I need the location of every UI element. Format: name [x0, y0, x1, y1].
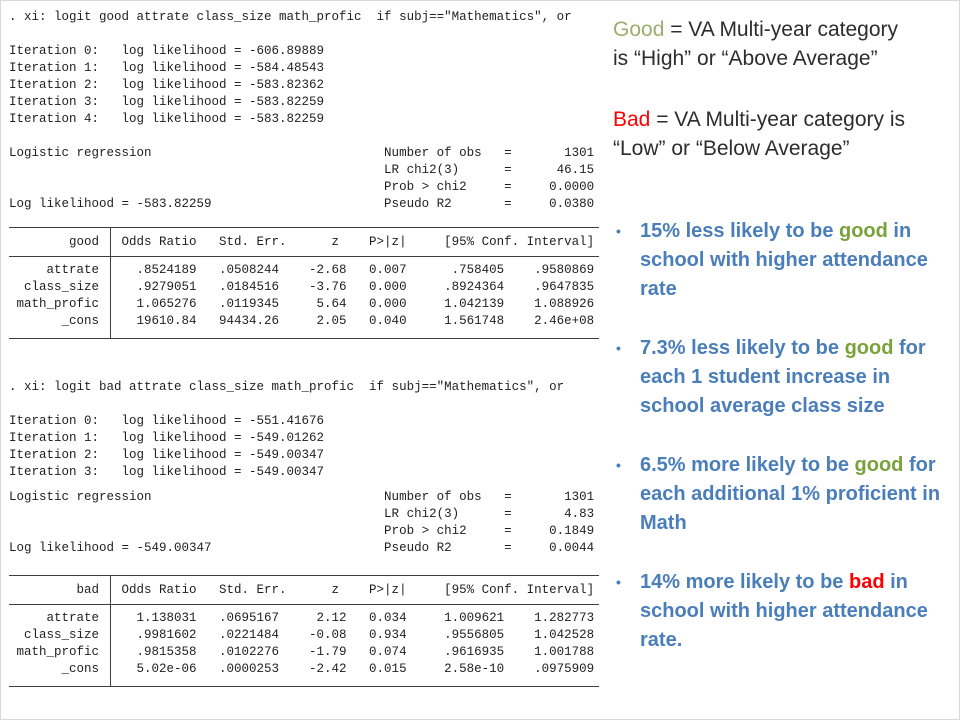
text-segment: = VA Multi-year category is — [650, 108, 905, 131]
bullet-text: 7.3% less likely to be good for each 1 s… — [640, 334, 948, 421]
bullet-list: • 15% less likely to be good in school w… — [613, 217, 951, 655]
text-segment: 14% more likely to be — [640, 571, 849, 593]
stata-line: attrate 1.138031 .0695167 2.12 0.034 1.0… — [9, 611, 595, 625]
bullet-icon: • — [616, 574, 621, 590]
table-rows-good: attrate .8524189 .0508244 -2.68 0.007 .7… — [9, 262, 599, 330]
bullet-text: 14% more likely to be bad in school with… — [640, 568, 948, 655]
stata-line: math_profic .9815358 .0102276 -1.79 0.07… — [9, 645, 595, 659]
legend-bad: Bad = VA Multi-year category is “Low” or… — [613, 105, 951, 163]
text-segment: good — [839, 220, 888, 242]
bullet-icon: • — [616, 457, 621, 473]
legend-good-line2: is “High” or “Above Average” — [613, 47, 878, 70]
stata-line: LR chi2(3) = 46.15 — [9, 163, 595, 177]
text-segment: bad — [848, 571, 885, 593]
text-segment: good — [854, 454, 904, 476]
stata-line: Iteration 4: log likelihood = -583.82259 — [9, 112, 325, 126]
bullet-item-attendance-good: • 15% less likely to be good in school w… — [613, 217, 951, 304]
legend-bad-line2: “Low” or “Below Average” — [613, 137, 850, 160]
stata-line: _cons 5.02e-06 .0000253 -2.42 0.015 2.58… — [9, 662, 595, 676]
text-segment: for each 1 student increase in school av… — [640, 337, 926, 417]
stata-line: attrate .8524189 .0508244 -2.68 0.007 .7… — [9, 263, 595, 277]
bullet-icon: • — [616, 340, 621, 356]
table-header-good: good Odds Ratio Std. Err. z P>|z| [95% C… — [9, 235, 595, 249]
stata-line: Logistic regression Number of obs = 1301 — [9, 490, 595, 504]
stata-output-panel: . xi: logit good attrate class_size math… — [9, 9, 601, 687]
stata-line: Prob > chi2 = 0.0000 — [9, 180, 595, 194]
text-segment: Bad — [613, 108, 651, 131]
stata-good-model-section: . xi: logit good attrate class_size math… — [9, 9, 601, 339]
stata-line: Iteration 3: log likelihood = -549.00347 — [9, 465, 325, 479]
bullet-icon: • — [616, 223, 621, 239]
bullet-item-attendance-bad: • 14% more likely to be bad in school wi… — [613, 568, 951, 655]
text-segment: 15% less likely to be — [640, 220, 839, 242]
stata-line: Iteration 0: log likelihood = -606.89889 — [9, 44, 325, 58]
bullet-item-math-good: • 6.5% more likely to be good for each a… — [613, 451, 951, 538]
stata-line: Iteration 2: log likelihood = -549.00347 — [9, 448, 325, 462]
stata-table-bad: bad Odds Ratio Std. Err. z P>|z| [95% Co… — [9, 575, 599, 687]
bullet-item-class-size-good: • 7.3% less likely to be good for each 1… — [613, 334, 951, 421]
text-segment: Good — [613, 18, 665, 41]
legend-good-line1: Good = VA Multi-year category — [613, 15, 951, 44]
bullet-text: 6.5% more likely to be good for each add… — [640, 451, 948, 538]
stata-line: Iteration 0: log likelihood = -551.41676 — [9, 414, 325, 428]
table-header-bad: bad Odds Ratio Std. Err. z P>|z| [95% Co… — [9, 583, 595, 597]
text-segment: 7.3% less likely to be — [640, 337, 845, 359]
text-segment: good — [844, 337, 894, 359]
stata-command-bad: . xi: logit bad attrate class_size math_… — [9, 380, 565, 394]
table-header-rule — [9, 604, 599, 605]
table-rows-bad: attrate 1.138031 .0695167 2.12 0.034 1.0… — [9, 610, 599, 678]
stata-line: LR chi2(3) = 4.83 — [9, 507, 595, 521]
text-segment: in school with higher attendance rate. — [640, 571, 928, 651]
stata-line: class_size .9279051 .0184516 -3.76 0.000… — [9, 280, 595, 294]
stata-line: Log likelihood = -549.00347 Pseudo R2 = … — [9, 541, 595, 555]
legend-good: Good = VA Multi-year category is “High” … — [613, 15, 951, 73]
stata-line: Iteration 1: log likelihood = -549.01262 — [9, 431, 325, 445]
stata-line: _cons 19610.84 94434.26 2.05 0.040 1.561… — [9, 314, 595, 328]
stata-table-good: good Odds Ratio Std. Err. z P>|z| [95% C… — [9, 227, 599, 339]
text-segment: = VA Multi-year category — [664, 18, 898, 41]
stata-line: Iteration 2: log likelihood = -583.82362 — [9, 78, 325, 92]
stata-iterations-bad: Iteration 0: log likelihood = -551.41676… — [9, 413, 601, 481]
stata-iterations-good: Iteration 0: log likelihood = -606.89889… — [9, 43, 601, 128]
text-segment: for each additional 1% proficient in Mat… — [640, 454, 941, 534]
stata-line: Logistic regression Number of obs = 1301 — [9, 146, 595, 160]
table-column-divider — [110, 576, 111, 686]
table-column-divider — [110, 228, 111, 338]
table-header-rule — [9, 256, 599, 257]
stata-line: Iteration 3: log likelihood = -583.82259 — [9, 95, 325, 109]
notes-panel: Good = VA Multi-year category is “High” … — [613, 15, 951, 685]
text-segment: in school with higher attendance rate — [640, 220, 928, 300]
bullet-text: 15% less likely to be good in school wit… — [640, 217, 948, 304]
stata-line: Log likelihood = -583.82259 Pseudo R2 = … — [9, 197, 595, 211]
stata-line: math_profic 1.065276 .0119345 5.64 0.000… — [9, 297, 595, 311]
stata-summary-bad: Logistic regression Number of obs = 1301… — [9, 489, 601, 557]
stata-line: Prob > chi2 = 0.1849 — [9, 524, 595, 538]
legend-bad-line1: Bad = VA Multi-year category is — [613, 105, 951, 134]
stata-line: Iteration 1: log likelihood = -584.48543 — [9, 61, 325, 75]
stata-summary-good: Logistic regression Number of obs = 1301… — [9, 145, 601, 213]
stata-line: class_size .9981602 .0221484 -0.08 0.934… — [9, 628, 595, 642]
stata-command-good: . xi: logit good attrate class_size math… — [9, 10, 572, 24]
text-segment: 6.5% more likely to be — [640, 454, 855, 476]
stata-bad-model-section: . xi: logit bad attrate class_size math_… — [9, 379, 601, 687]
